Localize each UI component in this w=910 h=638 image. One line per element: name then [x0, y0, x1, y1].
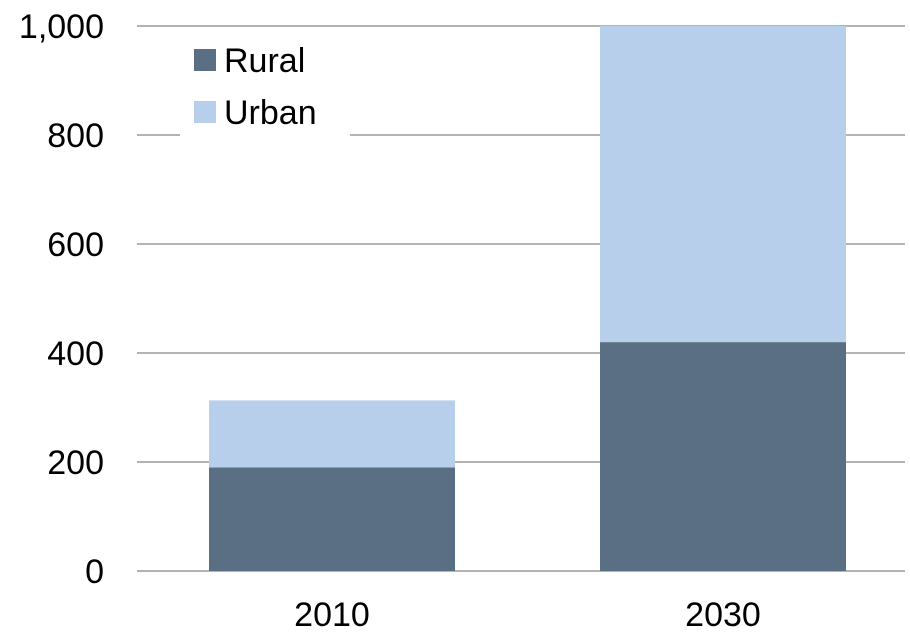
- bar-rural-2030: [600, 342, 846, 571]
- y-tick-label: 200: [47, 444, 104, 482]
- bars: [209, 26, 846, 571]
- legend: Rural Urban: [180, 28, 350, 138]
- legend-label-rural: Rural: [224, 42, 305, 80]
- bar-urban-2010: [209, 400, 455, 468]
- x-axis-ticks: 2010 2030: [294, 596, 761, 634]
- y-tick-label: 1,000: [19, 8, 104, 46]
- y-tick-label: 400: [47, 335, 104, 373]
- y-tick-label: 600: [47, 226, 104, 264]
- legend-label-urban: Urban: [224, 94, 317, 132]
- legend-swatch-urban: [194, 101, 216, 123]
- y-tick-label: 0: [85, 553, 104, 591]
- x-tick-label: 2010: [294, 596, 370, 634]
- y-tick-label: 800: [47, 117, 104, 155]
- x-tick-label: 2030: [685, 596, 761, 634]
- legend-swatch-rural: [194, 49, 216, 71]
- bar-urban-2030: [600, 26, 846, 343]
- y-axis-ticks: 0 200 400 600 800 1,000: [19, 8, 104, 591]
- bar-rural-2010: [209, 467, 455, 571]
